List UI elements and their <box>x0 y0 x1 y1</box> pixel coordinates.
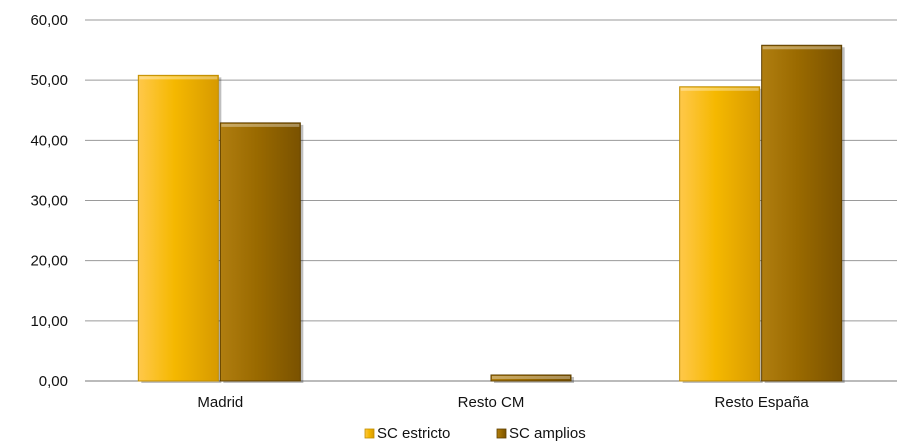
bar <box>219 122 301 382</box>
x-tick-label: Madrid <box>197 394 243 411</box>
bar <box>761 44 843 382</box>
bar-bevel <box>492 375 570 379</box>
legend-label: SC amplios <box>509 425 586 442</box>
bar-sc-amplios-2 <box>761 44 845 384</box>
x-axis: Madrid Resto CM Resto España <box>197 394 809 411</box>
bar <box>679 86 761 382</box>
y-tick-label: 50,00 <box>30 72 68 89</box>
legend: SC estricto SC amplios <box>364 425 586 442</box>
y-tick-label: 30,00 <box>30 193 68 210</box>
legend-label: SC estricto <box>377 425 450 442</box>
x-tick-label: Resto CM <box>458 394 525 411</box>
legend-swatch <box>496 428 507 439</box>
y-tick-label: 60,00 <box>30 12 68 29</box>
y-axis: 0,00 10,00 20,00 30,00 40,00 50,00 60,00 <box>30 12 897 390</box>
legend-item-sc-amplios: SC amplios <box>496 425 586 442</box>
x-tick-label: Resto España <box>715 394 810 411</box>
bar-sc-estricto-0 <box>137 74 222 383</box>
bar-bevel <box>762 46 841 50</box>
bar-bevel <box>680 87 759 91</box>
bar-bevel <box>221 123 300 127</box>
legend-swatch <box>364 428 375 439</box>
bar <box>137 74 219 382</box>
bar-sc-amplios-1 <box>490 374 574 383</box>
y-tick-label: 10,00 <box>30 313 68 330</box>
y-tick-label: 20,00 <box>30 253 68 270</box>
bar-bevel <box>139 76 218 80</box>
y-tick-label: 40,00 <box>30 132 68 149</box>
y-tick-label: 0,00 <box>39 373 68 390</box>
bars <box>137 44 845 384</box>
bar-sc-estricto-2 <box>679 86 763 383</box>
legend-item-sc-estricto: SC estricto <box>364 425 450 442</box>
bar <box>490 374 572 382</box>
bar-sc-amplios-0 <box>219 122 304 383</box>
